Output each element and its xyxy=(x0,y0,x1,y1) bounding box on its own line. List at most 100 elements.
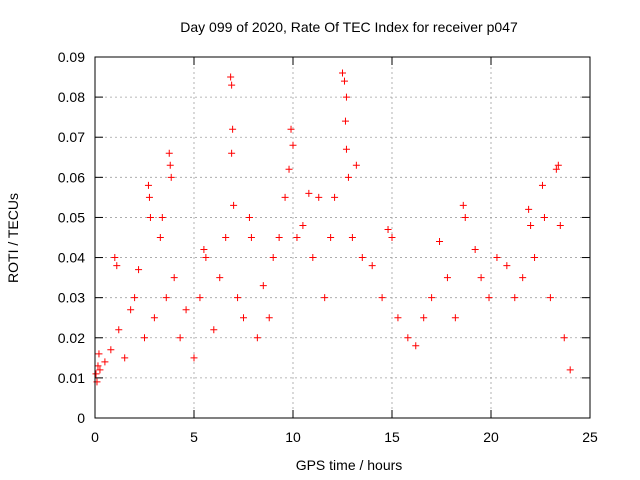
data-point xyxy=(115,326,123,334)
data-point xyxy=(461,213,469,221)
data-point xyxy=(341,117,349,125)
data-point xyxy=(228,149,236,157)
data-point xyxy=(227,73,235,81)
plot-frame xyxy=(94,56,591,419)
x-tick-label: 25 xyxy=(582,429,598,445)
data-point xyxy=(436,238,444,246)
data-point xyxy=(156,234,164,241)
data-point xyxy=(378,294,386,302)
data-point xyxy=(229,125,237,133)
data-point xyxy=(340,77,348,85)
data-point xyxy=(477,274,485,282)
data-point xyxy=(135,266,143,274)
data-point xyxy=(321,294,329,302)
data-point xyxy=(342,145,350,153)
data-point xyxy=(493,254,501,262)
data-point xyxy=(190,354,198,362)
data-point xyxy=(331,193,339,201)
data-point xyxy=(451,314,459,322)
data-point xyxy=(253,334,261,342)
data-point xyxy=(394,314,402,322)
data-point xyxy=(287,125,295,133)
data-point xyxy=(210,326,218,334)
data-point xyxy=(259,282,267,290)
data-point xyxy=(327,234,335,241)
y-tick-label: 0.01 xyxy=(58,370,85,386)
data-point xyxy=(388,234,396,241)
data-point xyxy=(525,205,533,213)
data-point xyxy=(216,274,224,282)
y-tick-label: 0.08 xyxy=(58,89,85,105)
data-point xyxy=(420,314,428,322)
data-point xyxy=(222,234,230,241)
data-point xyxy=(228,81,236,89)
data-point xyxy=(107,346,115,354)
data-point xyxy=(150,314,158,322)
data-point xyxy=(92,370,100,378)
grid-lines xyxy=(95,57,590,418)
y-tick-label: 0.09 xyxy=(58,49,85,65)
data-point xyxy=(368,262,376,270)
data-point xyxy=(531,254,539,262)
data-point xyxy=(145,193,153,201)
data-point xyxy=(146,213,154,221)
y-tick-label: 0.05 xyxy=(58,209,85,225)
y-tick-label: 0.06 xyxy=(58,169,85,185)
data-point xyxy=(167,173,175,181)
data-point xyxy=(166,161,174,169)
y-axis-label: ROTI / TECUs xyxy=(5,193,21,283)
data-point xyxy=(176,334,184,342)
data-points xyxy=(92,69,574,386)
y-tick-label: 0.07 xyxy=(58,129,85,145)
y-tick-label: 0.02 xyxy=(58,330,85,346)
data-point xyxy=(566,366,574,374)
x-tick-label: 20 xyxy=(483,429,499,445)
data-point xyxy=(309,254,317,262)
data-point xyxy=(348,234,356,241)
data-point xyxy=(265,314,273,322)
data-point xyxy=(289,141,297,149)
data-point xyxy=(459,201,467,209)
data-point xyxy=(127,306,135,314)
data-point xyxy=(162,294,170,302)
data-point xyxy=(240,314,247,322)
data-point xyxy=(230,201,238,209)
data-point xyxy=(342,93,350,101)
data-point xyxy=(404,334,412,342)
data-point xyxy=(269,254,277,262)
data-point xyxy=(471,246,479,254)
data-point xyxy=(428,294,436,302)
data-point xyxy=(358,254,366,262)
chart-title: Day 099 of 2020, Rate Of TEC Index for r… xyxy=(180,19,518,35)
data-point xyxy=(285,165,293,173)
data-point xyxy=(352,161,360,169)
data-point xyxy=(94,362,102,370)
data-point xyxy=(111,254,119,262)
x-tick-label: 15 xyxy=(384,429,400,445)
data-point xyxy=(144,181,152,189)
data-point xyxy=(556,221,564,229)
data-point xyxy=(339,69,346,77)
x-tick-label: 10 xyxy=(285,429,301,445)
data-point xyxy=(247,234,255,241)
data-point xyxy=(281,193,289,201)
data-point xyxy=(538,181,546,189)
data-point xyxy=(305,189,313,197)
data-point xyxy=(202,254,210,262)
data-point xyxy=(299,221,307,229)
data-point xyxy=(96,366,104,374)
data-point xyxy=(234,294,242,302)
data-point xyxy=(293,234,301,241)
data-point xyxy=(344,173,352,181)
axis-ticks: 0 0.01 0.02 0.03 0.04 0.05 0.06 0.07 0.08 0.09 0 5 1… xyxy=(58,49,598,445)
data-point xyxy=(275,234,283,241)
y-tick-label: 0.04 xyxy=(58,250,85,266)
data-point xyxy=(131,294,139,302)
data-point xyxy=(165,149,173,157)
x-tick-label: 5 xyxy=(190,429,198,445)
data-point xyxy=(546,294,554,302)
data-point xyxy=(196,294,204,302)
data-point xyxy=(245,213,253,221)
data-point xyxy=(554,161,562,169)
